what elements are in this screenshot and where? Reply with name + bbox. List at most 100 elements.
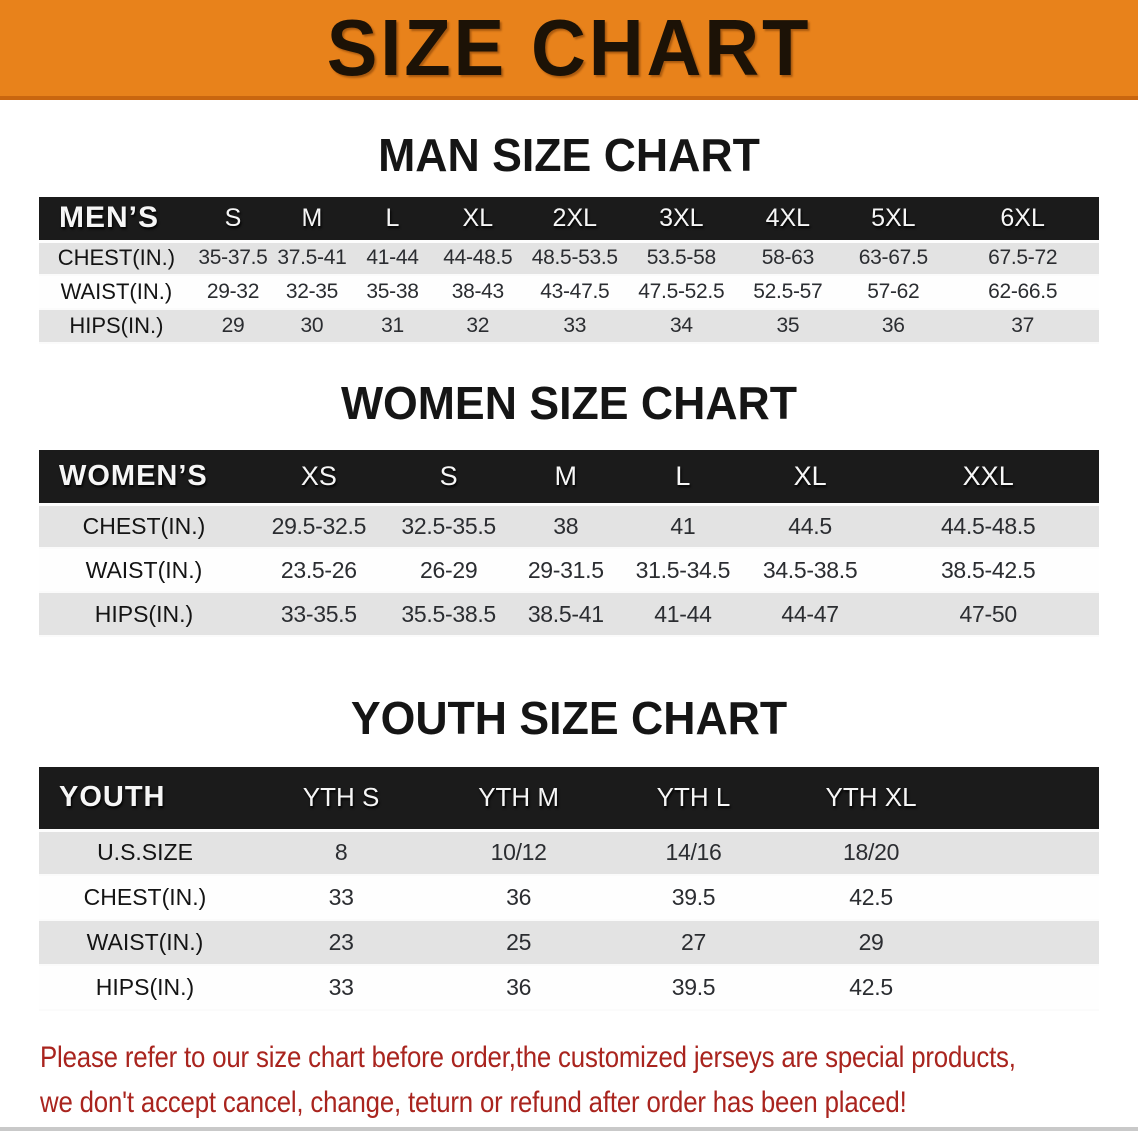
- size-table-header-row: WOMEN’S XS S M L XL XXL: [39, 450, 1099, 504]
- size-value: 41-44: [654, 600, 712, 627]
- size-value: 18/20: [843, 839, 900, 866]
- size-value: 35-38: [366, 280, 419, 303]
- size-value: 52.5-57: [753, 280, 823, 303]
- size-value: 32-35: [285, 280, 339, 303]
- measurement-row: WAIST(IN.) 23 25 27 29: [39, 920, 1099, 965]
- size-value: 23: [328, 929, 354, 955]
- size-value: 43-47.5: [540, 280, 610, 303]
- measurement-row: WAIST(IN.) 23.5-26 26-29 29-31.5 31.5-34.5 34…: [39, 548, 1099, 592]
- size-table-header-row: YOUTH YTH S YTH M YTH L YTH XL: [39, 767, 1099, 830]
- size-value: 44-47: [781, 600, 839, 627]
- measurement-label: WAIST(IN.): [86, 929, 204, 955]
- size-value: 41-44: [366, 246, 419, 270]
- measurement-row: CHEST(IN.) 33 36 39.5 42.5: [39, 875, 1099, 920]
- size-value: 67.5-72: [988, 246, 1058, 270]
- size-value: 58-63: [761, 246, 815, 270]
- size-value: 36: [881, 314, 905, 337]
- size-column-header: XXL: [962, 460, 1014, 491]
- size-value: 35.5-38.5: [401, 600, 496, 627]
- size-value: 30: [300, 314, 324, 337]
- banner-title: SIZE CHART: [326, 3, 812, 92]
- size-value: 34.5-38.5: [762, 556, 858, 583]
- measurement-label: CHEST(IN.): [82, 512, 206, 539]
- size-value: 10/12: [490, 839, 547, 866]
- size-value: 42.5: [849, 974, 893, 1000]
- size-value: 39.5: [671, 974, 716, 1000]
- women-size-table: WOMEN’S XS S M L XL XXL CHEST(IN.) 29.5-32.5 32.5…: [39, 450, 1099, 637]
- size-value: 47.5-52.5: [638, 280, 725, 303]
- size-value: 38-43: [451, 280, 505, 303]
- size-value: 33-35.5: [280, 600, 357, 627]
- size-value: 37: [1011, 314, 1035, 337]
- size-column-header: XL: [793, 460, 827, 491]
- size-value: 33: [328, 884, 354, 910]
- row-spacer-cell: [961, 920, 1099, 965]
- size-value: 62-66.5: [988, 280, 1058, 303]
- bottom-border-strip: [0, 1127, 1138, 1131]
- size-value: 38.5-41: [527, 600, 604, 627]
- size-value: 38.5-42.5: [940, 556, 1036, 583]
- row-spacer-cell: [961, 875, 1099, 920]
- size-value: 44-48.5: [443, 246, 513, 270]
- size-column-header: L: [385, 203, 400, 232]
- size-value: 23.5-26: [280, 556, 357, 583]
- size-column-header: XS: [300, 460, 337, 491]
- youth-size-table: YOUTH YTH S YTH M YTH L YTH XL U.S.SIZE 8 10/12…: [39, 767, 1099, 1011]
- size-column-header: YTH L: [656, 782, 731, 813]
- size-value: 14/16: [665, 839, 722, 866]
- size-value: 33: [563, 314, 587, 337]
- size-column-header: 5XL: [871, 203, 916, 232]
- measurement-label: HIPS(IN.): [94, 600, 194, 627]
- size-value: 36: [506, 974, 532, 1000]
- size-column-header: 3XL: [659, 203, 704, 232]
- size-table-header-row: MEN’S S M L XL 2XL 3XL 4XL 5XL 6XL: [39, 197, 1099, 241]
- measurement-label: WAIST(IN.): [85, 556, 203, 583]
- size-value: 29-31.5: [527, 556, 604, 583]
- measurement-label: HIPS(IN.): [95, 974, 195, 1000]
- size-value: 32: [466, 314, 490, 337]
- size-column-header: 2XL: [552, 203, 598, 232]
- size-chart-banner: SIZE CHART: [0, 0, 1138, 100]
- size-value: 36: [506, 884, 532, 910]
- size-value: 26-29: [420, 556, 478, 583]
- size-value: 34: [669, 314, 693, 337]
- size-value: 27: [681, 929, 707, 955]
- youth-size-chart-heading: YOUTH SIZE CHART: [350, 692, 788, 744]
- warning-line-2: we don't accept cancel, change, teturn o…: [40, 1086, 907, 1119]
- measurement-label: WAIST(IN.): [60, 279, 173, 304]
- size-value: 44.5-48.5: [940, 512, 1036, 539]
- size-column-header: S: [224, 203, 242, 232]
- size-value: 48.5-53.5: [531, 246, 618, 270]
- size-column-header: L: [675, 460, 691, 491]
- row-spacer-cell: [961, 830, 1099, 875]
- size-column-header: 6XL: [1000, 203, 1045, 232]
- size-value: 39.5: [671, 884, 716, 910]
- measurement-label: CHEST(IN.): [57, 245, 176, 271]
- measurement-label: HIPS(IN.): [69, 313, 164, 338]
- order-warning-text: Please refer to our size chart before or…: [40, 1035, 1138, 1125]
- size-value: 41: [670, 512, 696, 539]
- measurement-row: HIPS(IN.) 33 36 39.5 42.5: [39, 965, 1099, 1010]
- measurement-row: HIPS(IN.) 33-35.5 35.5-38.5 38.5-41 41-44 44-…: [39, 592, 1099, 636]
- size-value: 37.5-41: [277, 246, 347, 270]
- size-column-header: S: [439, 460, 458, 491]
- size-value: 29: [858, 929, 884, 955]
- size-value: 32.5-35.5: [401, 512, 496, 539]
- measurement-row: U.S.SIZE 8 10/12 14/16 18/20: [39, 830, 1099, 875]
- size-value: 44.5: [788, 512, 832, 539]
- measurement-label: U.S.SIZE: [97, 839, 193, 866]
- size-value: 29-32: [206, 280, 260, 303]
- table-title-cell: WOMEN’S: [59, 459, 208, 492]
- measurement-label: CHEST(IN.): [83, 884, 207, 910]
- women-size-chart-heading: WOMEN SIZE CHART: [340, 377, 798, 429]
- measurement-row: WAIST(IN.) 29-32 32-35 35-38 38-43 43-47.5 47.…: [39, 275, 1099, 309]
- measurement-row: CHEST(IN.) 35-37.5 37.5-41 41-44 44-48.5 48.5…: [39, 241, 1099, 275]
- size-value: 57-62: [867, 280, 920, 303]
- size-column-header: M: [554, 460, 578, 491]
- size-value: 33: [328, 974, 354, 1000]
- size-column-header: XL: [462, 203, 494, 232]
- size-column-header: YTH S: [302, 782, 380, 813]
- size-value: 35-37.5: [198, 246, 268, 270]
- size-value: 29: [221, 314, 245, 337]
- size-column-header: YTH XL: [825, 782, 917, 813]
